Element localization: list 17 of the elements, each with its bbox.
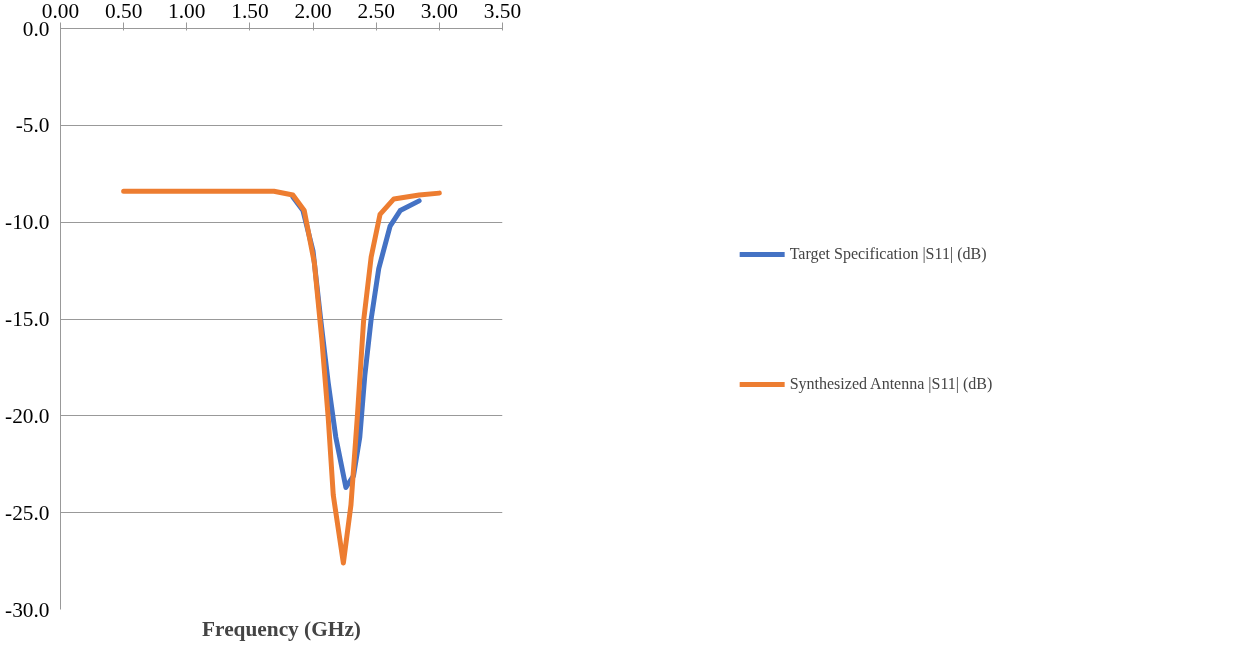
x-axis-title: Frequency (GHz) [202,616,361,641]
y-tick-label: -15.0 [5,307,50,331]
x-tick-label: 2.50 [357,0,395,23]
x-tick-label: 1.50 [231,0,269,23]
x-tick-label: 3.50 [483,0,522,23]
y-tick-label: -20.0 [5,403,50,428]
y-tick-label: -25.0 [5,500,50,525]
y-tick-label: -5.0 [15,113,50,138]
x-tick-label: 1.00 [168,0,206,23]
legend-label: Synthesized Antenna |S11| (dB) [789,374,993,393]
legend-label: Target Specification |S11| (dB) [789,244,987,263]
x-tick-label: 2.00 [294,0,332,23]
x-tick-label: 0.50 [104,0,143,23]
y-tick-label: -10.0 [5,210,50,235]
y-tick-label: -30.0 [5,597,50,622]
x-tick-label: 0.00 [41,0,80,23]
x-tick-label: 3.00 [420,0,459,23]
